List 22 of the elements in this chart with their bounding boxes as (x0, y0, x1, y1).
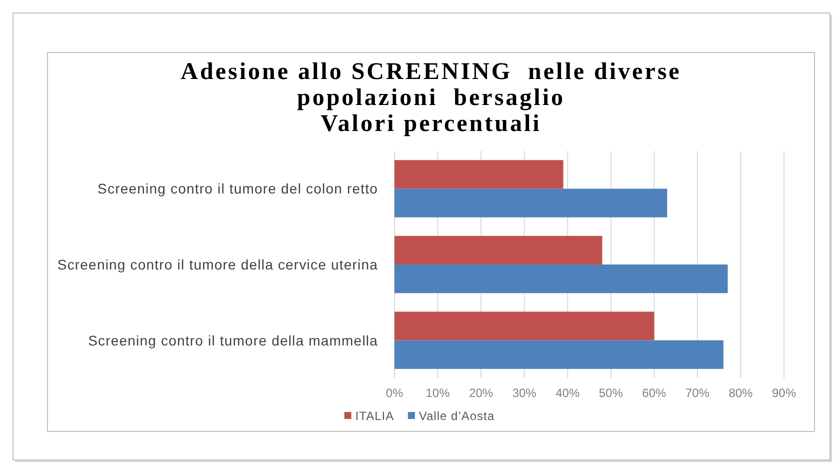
bar (394, 160, 564, 189)
x-tick-label: 0% (386, 386, 404, 400)
bar (394, 312, 654, 340)
bar (394, 236, 602, 264)
bar (394, 188, 668, 218)
x-tick-label: 30% (512, 386, 537, 400)
x-tick-label: 90% (772, 386, 796, 400)
legend-label: ITALIA (355, 409, 394, 423)
x-tick-label: 40% (556, 386, 580, 400)
x-tick-label: 20% (469, 386, 494, 400)
y-tick-label: Screening contro il tumore della cervice uterina (57, 256, 378, 272)
x-tick-label: 10% (426, 386, 450, 400)
y-tick-label: Screening contro il tumore del colon retto (98, 180, 378, 197)
x-tick-label: 80% (728, 386, 754, 400)
x-tick-label: 60% (642, 386, 666, 400)
bar (394, 264, 728, 294)
x-tick-label: 70% (685, 386, 710, 400)
y-tick-label: Screening contro il tumore della mammella (88, 332, 378, 348)
bar (394, 340, 724, 369)
legend-label: Valle d’Aosta (418, 409, 495, 423)
chart-title: Adesione allo SCREENING nelle diverse popolazioni bersaglio Valori percentuali (180, 59, 682, 137)
x-tick-label: 50% (598, 386, 624, 400)
